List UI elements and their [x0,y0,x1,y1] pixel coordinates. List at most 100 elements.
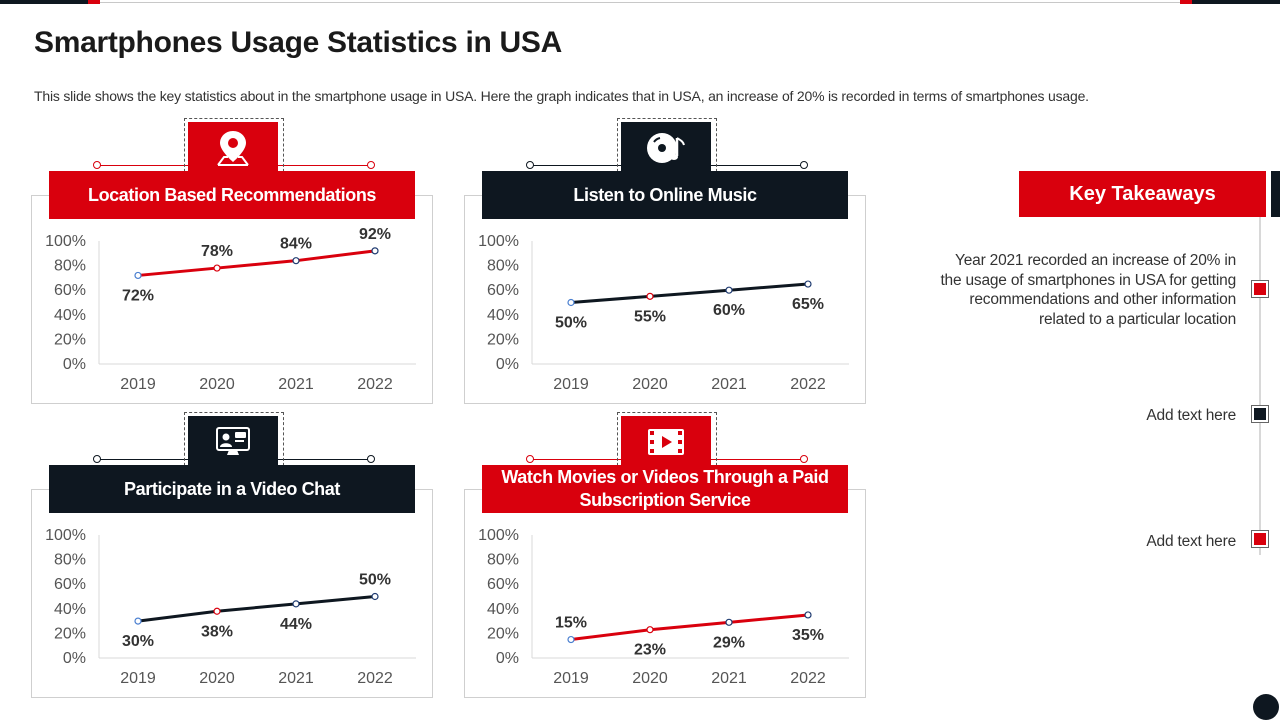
y-tick-label: 40% [487,307,519,324]
takeaway-marker-2 [1251,405,1269,423]
y-tick-label: 0% [496,356,519,373]
data-label: 55% [634,308,666,325]
connector-dot [800,161,808,169]
chart-box [31,489,433,698]
data-point [371,247,379,255]
data-label: 72% [122,287,154,304]
panel-header: Participate in a Video Chat [49,465,415,513]
data-point [646,292,654,300]
data-point [213,264,221,272]
y-tick-label: 0% [63,356,86,373]
line-chart: 0% 20% 40% 60% 80% 100% 2019 2020 2021 2022 50% 55%… [478,233,849,393]
series-line [137,595,376,623]
y-tick-label: 100% [45,233,86,250]
data-point [725,618,733,626]
video-chat-icon [216,427,250,455]
x-tick-label: 2019 [553,670,589,687]
data-label: 30% [122,633,154,650]
y-tick-label: 20% [54,625,86,642]
line-chart: 0% 20% 40% 60% 80% 100% 2019 2020 2021 2022 72% 78%… [45,226,416,393]
data-label: 15% [555,615,587,632]
page-subtitle: This slide shows the key statistics abou… [34,88,1089,104]
x-tick-label: 2021 [711,670,747,687]
data-point [371,592,379,601]
line-chart: 0% 20% 40% 60% 80% 100% 2019 2020 2021 2022 15% 23%… [478,527,849,687]
key-takeaways-tab [1271,171,1280,217]
corner-decoration [1253,694,1279,720]
data-label: 78% [201,243,233,260]
line-chart: 0% 20% 40% 60% 80% 100% 2019 2020 2021 2022 30% 38%… [45,527,416,687]
top-accent-bar [0,0,1280,4]
x-tick-label: 2020 [199,670,235,687]
data-label: 65% [792,296,824,313]
x-tick-label: 2019 [553,376,589,393]
data-label: 50% [359,572,391,589]
connector-dot [367,455,375,463]
key-takeaways-header: Key Takeaways [1019,171,1266,217]
y-tick-label: 80% [487,258,519,275]
location-pin-icon [217,131,249,166]
connector-dot [367,161,375,169]
panel-header: Listen to Online Music [482,171,848,219]
data-point [646,626,654,634]
y-tick-label: 0% [496,650,519,667]
connector-dot [800,455,808,463]
takeaway-text-3: Add text here [1146,533,1236,550]
y-tick-label: 100% [45,527,86,544]
connector-dot [526,455,534,463]
x-tick-label: 2021 [711,376,747,393]
x-tick-label: 2020 [632,376,668,393]
data-label: 44% [280,616,312,633]
icon-dashed-frame [617,412,717,471]
connector-dot [526,161,534,169]
y-tick-label: 100% [478,527,519,544]
music-disc-icon [647,133,685,163]
data-point [804,611,812,619]
series-line [570,282,809,304]
panel-paid-subscription: Watch Movies or Videos Through a Paid Su… [464,412,904,704]
x-tick-label: 2019 [120,670,156,687]
data-point [213,607,221,615]
y-tick-label: 20% [54,331,86,348]
y-tick-label: 40% [54,601,86,618]
panel-online-music: Listen to Online Music 0% 20% 40% 60% 80% 100… [464,118,904,410]
connector-dot [93,161,101,169]
takeaway-marker-1 [1251,280,1269,298]
series-line [570,613,809,642]
panel-video-chat: Participate in a Video Chat 0% 20% 40% 60% 8… [31,412,471,704]
y-tick-label: 100% [478,233,519,250]
x-tick-label: 2021 [278,376,314,393]
icon-dashed-frame [617,118,717,177]
chart-box [31,195,433,404]
data-point [134,617,142,625]
y-tick-label: 60% [54,576,86,593]
chart-box [464,489,866,698]
x-tick-label: 2022 [357,670,393,687]
y-tick-label: 40% [487,601,519,618]
panel-header: Watch Movies or Videos Through a Paid Su… [482,465,848,513]
y-tick-label: 60% [487,282,519,299]
x-tick-label: 2022 [790,670,826,687]
data-label: 50% [555,315,587,332]
y-tick-label: 20% [487,625,519,642]
icon-container [188,122,278,174]
y-tick-label: 80% [487,552,519,569]
x-tick-label: 2020 [199,376,235,393]
data-label: 23% [634,642,666,659]
data-label: 60% [713,302,745,319]
icon-container [621,122,711,174]
data-point [292,257,300,265]
data-label: 84% [280,236,312,253]
data-label: 35% [792,627,824,644]
y-tick-label: 60% [487,576,519,593]
x-tick-label: 2020 [632,670,668,687]
icon-container [621,416,711,468]
data-label: 38% [201,623,233,640]
y-tick-label: 60% [54,282,86,299]
data-point [725,286,733,294]
x-tick-label: 2019 [120,376,156,393]
panel-location-recommendations: Location Based Recommendations 0% 20% 40% 6… [31,118,471,410]
chart-box [464,195,866,404]
data-point [292,600,300,608]
icon-dashed-frame [184,118,284,177]
